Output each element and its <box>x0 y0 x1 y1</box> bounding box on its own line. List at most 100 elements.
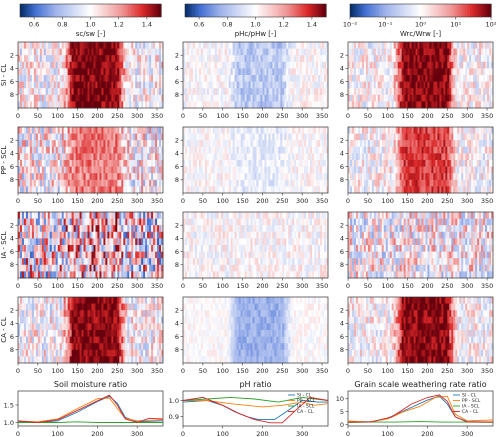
heatmap-cell <box>228 42 232 49</box>
heatmap-cell <box>373 48 377 56</box>
heatmap-cell <box>290 146 293 154</box>
heatmap-cell <box>471 68 474 76</box>
heatmap-cell <box>304 179 307 187</box>
heatmap-cell <box>461 146 464 154</box>
colorbar-swatch <box>187 4 191 17</box>
heatmap-cell <box>81 140 84 148</box>
x-tick-label: 50 <box>364 112 372 120</box>
heatmap-cell <box>290 88 293 96</box>
heatmap-cell <box>27 212 31 219</box>
heatmap-cell <box>353 61 357 69</box>
heatmap-cell <box>127 75 130 82</box>
heatmap-cell <box>151 127 154 134</box>
heatmap-cell <box>101 94 104 102</box>
heatmap-cell <box>306 166 309 174</box>
heatmap-cell <box>33 166 37 174</box>
heatmap-cell <box>274 81 277 89</box>
heatmap-cell <box>445 173 448 181</box>
heatmap-cell <box>377 101 381 109</box>
colorbar-swatch <box>371 4 375 17</box>
heatmap-cell <box>280 166 283 174</box>
heatmap-cell <box>224 166 228 174</box>
heatmap-cell <box>401 88 405 96</box>
heatmap-cell <box>397 101 401 109</box>
heatmap-cell <box>286 166 289 174</box>
heatmap-cell <box>45 94 49 102</box>
heatmap-cell <box>485 94 488 102</box>
colorbar-swatch <box>102 4 106 17</box>
heatmap-cell <box>97 140 100 148</box>
heatmap-cell <box>226 68 230 76</box>
heatmap-cell <box>238 42 242 49</box>
heatmap-cell <box>99 225 102 233</box>
heatmap-cell <box>87 173 90 181</box>
heatmap-cell <box>294 55 297 63</box>
heatmap-cell <box>137 212 140 219</box>
heatmap-cell <box>23 42 27 49</box>
heatmap-cell <box>27 146 31 154</box>
heatmap-cell <box>264 133 267 141</box>
heatmap-cell <box>35 231 39 239</box>
heatmap-cell <box>101 48 104 56</box>
heatmap-cell <box>407 94 410 102</box>
heatmap-cell <box>449 166 452 174</box>
heatmap-cell <box>415 160 418 167</box>
heatmap-cell <box>226 146 230 154</box>
heatmap-cell <box>107 127 110 134</box>
heatmap-cell <box>35 153 39 161</box>
heatmap-cell <box>409 133 412 141</box>
heatmap-cell <box>393 153 397 161</box>
heatmap-cell <box>230 160 234 167</box>
heatmap-cell <box>198 173 202 181</box>
heatmap-cell <box>25 42 29 49</box>
heatmap-cell <box>359 179 363 187</box>
heatmap-cell <box>349 55 353 63</box>
heatmap-cell <box>202 166 206 174</box>
heatmap-cell <box>75 153 78 161</box>
heatmap-cell <box>161 179 164 187</box>
x-tick-label: 250 <box>441 112 453 120</box>
heatmap-cell <box>145 140 148 148</box>
heatmap-cell <box>43 101 47 109</box>
heatmap-cell <box>304 133 307 141</box>
heatmap-cell <box>91 153 94 161</box>
heatmap-cell <box>437 127 440 134</box>
heatmap-cell <box>353 179 357 187</box>
heatmap-cell <box>302 173 305 181</box>
heatmap-cell <box>429 127 432 134</box>
heatmap-cell <box>27 225 31 233</box>
heatmap-cell <box>433 146 436 154</box>
heatmap-cell <box>133 61 136 69</box>
heatmap-cell <box>109 48 112 56</box>
colorbar-swatch <box>267 4 271 17</box>
heatmap-cell <box>25 133 29 141</box>
heatmap-cell <box>202 75 206 82</box>
heatmap-cell <box>57 146 61 154</box>
heatmap-cell <box>63 166 67 174</box>
heatmap-cell <box>91 61 94 69</box>
heatmap-cell <box>29 140 33 148</box>
colorbar-swatch <box>418 4 422 17</box>
heatmap-cell <box>451 68 454 76</box>
heatmap-cell <box>304 48 307 56</box>
heatmap-cell <box>83 75 86 82</box>
heatmap-cell <box>97 127 100 134</box>
heatmap-cell <box>39 225 43 233</box>
heatmap-cell <box>226 94 230 102</box>
heatmap-cell <box>385 81 389 89</box>
heatmap-cell <box>385 166 389 174</box>
heatmap-cell <box>212 179 216 187</box>
heatmap-cell <box>67 68 71 76</box>
heatmap-cell <box>188 173 192 181</box>
heatmap-cell <box>139 48 142 56</box>
heatmap-cell <box>153 81 156 89</box>
heatmap-cell <box>268 166 271 174</box>
heatmap-cell <box>37 225 41 233</box>
heatmap-cell <box>236 42 240 49</box>
heatmap-cell <box>300 88 303 96</box>
heatmap-cell <box>131 218 134 226</box>
heatmap-cell <box>81 153 84 161</box>
heatmap-cell <box>27 133 31 141</box>
heatmap-cell <box>310 160 313 167</box>
heatmap-cell <box>469 153 472 161</box>
